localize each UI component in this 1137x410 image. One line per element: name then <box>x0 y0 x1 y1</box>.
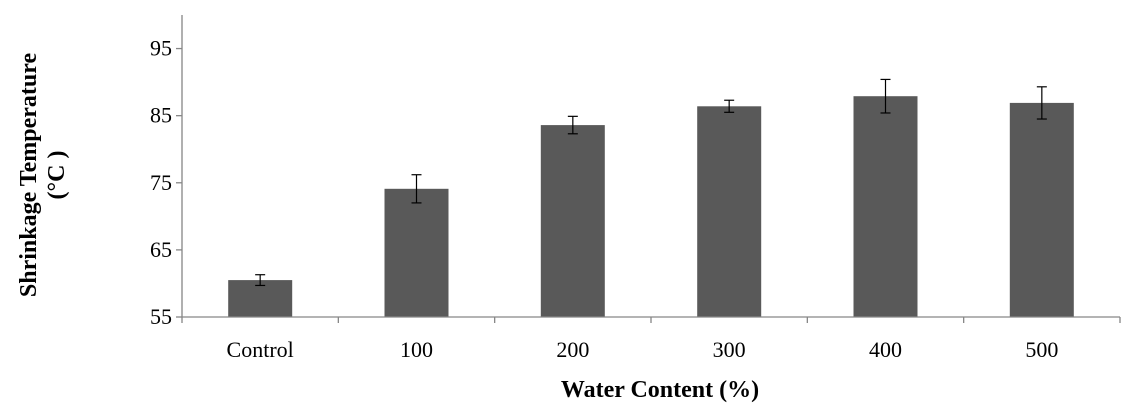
y-tick-label-65: 65 <box>150 237 172 262</box>
labels-layer: 55 65 75 85 95 Control 100 200 300 400 500 <box>150 36 1058 362</box>
error-bars-layer <box>255 78 1047 287</box>
x-tick-label-200: 200 <box>556 337 589 362</box>
x-tick-label-500: 500 <box>1025 337 1058 362</box>
x-axis-title: Water Content (%) <box>561 377 759 403</box>
bar-400 <box>853 96 918 317</box>
y-tick-label-75: 75 <box>150 170 172 195</box>
bar-300 <box>697 106 762 317</box>
x-tick-label-300: 300 <box>713 337 746 362</box>
y-axis-title-line-2: (°C ) <box>44 151 70 200</box>
bar-100 <box>384 188 449 317</box>
titles-layer: Water Content (%) Shrinkage Temperature … <box>16 53 759 403</box>
bar-control <box>228 280 293 317</box>
x-tick-label-control: Control <box>227 337 294 362</box>
y-tick-label-85: 85 <box>150 103 172 128</box>
x-tick-label-100: 100 <box>400 337 433 362</box>
bars-layer <box>228 96 1074 318</box>
bar-500 <box>1009 102 1074 318</box>
axes-layer <box>176 15 1121 323</box>
x-tick-label-400: 400 <box>869 337 902 362</box>
y-tick-label-55: 55 <box>150 304 172 329</box>
y-axis-title-line-1: Shrinkage Temperature <box>16 53 42 298</box>
bar-200 <box>540 125 605 317</box>
y-tick-label-95: 95 <box>150 36 172 61</box>
